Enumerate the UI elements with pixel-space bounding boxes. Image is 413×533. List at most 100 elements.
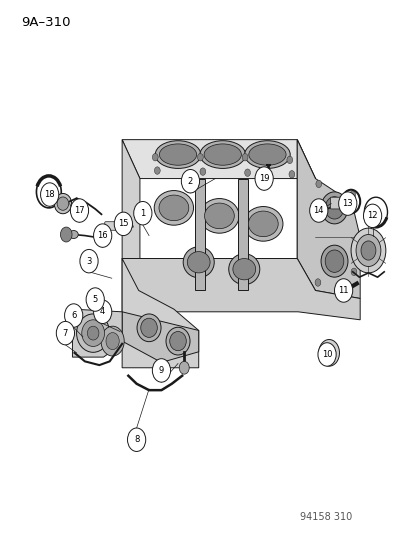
Circle shape <box>64 304 83 327</box>
FancyBboxPatch shape <box>330 197 346 209</box>
Circle shape <box>179 361 189 374</box>
Ellipse shape <box>248 211 278 237</box>
Circle shape <box>254 167 273 190</box>
Polygon shape <box>194 179 204 290</box>
Ellipse shape <box>140 318 157 337</box>
Circle shape <box>286 156 292 164</box>
Text: 11: 11 <box>337 286 348 295</box>
Text: 14: 14 <box>313 206 323 215</box>
Polygon shape <box>238 179 248 290</box>
Circle shape <box>197 154 203 161</box>
Circle shape <box>350 228 385 273</box>
Circle shape <box>86 288 104 311</box>
Circle shape <box>288 171 294 178</box>
Ellipse shape <box>320 192 347 224</box>
Text: 10: 10 <box>321 350 332 359</box>
Circle shape <box>199 168 205 175</box>
Polygon shape <box>122 140 315 179</box>
Text: 2: 2 <box>188 177 192 185</box>
Ellipse shape <box>199 199 239 233</box>
Ellipse shape <box>166 327 190 355</box>
Circle shape <box>127 428 145 451</box>
Ellipse shape <box>204 203 234 229</box>
Ellipse shape <box>248 144 285 165</box>
Circle shape <box>314 279 320 286</box>
Circle shape <box>101 326 124 356</box>
Circle shape <box>70 199 88 222</box>
Text: 7: 7 <box>63 329 68 337</box>
Polygon shape <box>122 259 198 368</box>
Text: 16: 16 <box>97 231 108 240</box>
Ellipse shape <box>228 254 259 285</box>
Text: 8: 8 <box>134 435 139 444</box>
Ellipse shape <box>325 250 343 272</box>
Ellipse shape <box>155 141 200 168</box>
Circle shape <box>114 212 132 236</box>
Circle shape <box>355 235 380 266</box>
Text: 3: 3 <box>86 257 91 265</box>
Ellipse shape <box>159 195 188 221</box>
Circle shape <box>334 279 352 302</box>
Circle shape <box>309 199 327 222</box>
Text: 9: 9 <box>159 366 164 375</box>
Circle shape <box>349 191 355 198</box>
Ellipse shape <box>169 332 186 351</box>
Circle shape <box>322 345 335 361</box>
Ellipse shape <box>244 141 290 168</box>
Ellipse shape <box>76 314 109 352</box>
Circle shape <box>60 227 72 242</box>
Ellipse shape <box>183 247 214 278</box>
Circle shape <box>318 340 339 366</box>
Text: 6: 6 <box>71 311 76 320</box>
Polygon shape <box>297 140 359 298</box>
Text: 18: 18 <box>44 190 55 199</box>
Text: 4: 4 <box>100 308 105 316</box>
Circle shape <box>360 241 375 260</box>
Ellipse shape <box>243 207 282 241</box>
Ellipse shape <box>266 178 270 182</box>
Polygon shape <box>122 259 359 320</box>
Circle shape <box>242 154 247 161</box>
Circle shape <box>154 167 160 174</box>
Ellipse shape <box>204 144 241 165</box>
Circle shape <box>317 343 335 366</box>
Polygon shape <box>122 140 140 290</box>
Ellipse shape <box>69 230 78 239</box>
Ellipse shape <box>159 144 196 165</box>
Ellipse shape <box>325 197 343 219</box>
FancyBboxPatch shape <box>104 222 129 230</box>
Text: 15: 15 <box>118 220 128 228</box>
Circle shape <box>350 268 356 276</box>
Circle shape <box>40 183 59 206</box>
Ellipse shape <box>154 191 193 225</box>
Circle shape <box>93 300 112 324</box>
Text: 5: 5 <box>93 295 97 304</box>
Ellipse shape <box>199 141 245 168</box>
Circle shape <box>152 359 170 382</box>
Circle shape <box>244 169 250 176</box>
Text: 17: 17 <box>74 206 85 215</box>
Circle shape <box>106 333 119 350</box>
Polygon shape <box>297 140 315 290</box>
Ellipse shape <box>54 193 71 214</box>
Circle shape <box>93 224 112 247</box>
Ellipse shape <box>187 252 209 273</box>
Text: 1: 1 <box>140 209 145 217</box>
Text: 94158 310: 94158 310 <box>299 512 351 522</box>
Circle shape <box>315 180 321 188</box>
Text: 19: 19 <box>258 174 269 183</box>
Ellipse shape <box>232 259 255 280</box>
Circle shape <box>133 201 152 225</box>
Text: 12: 12 <box>366 212 377 220</box>
Circle shape <box>80 249 98 273</box>
Circle shape <box>363 204 381 228</box>
Circle shape <box>181 169 199 193</box>
Ellipse shape <box>137 314 161 342</box>
Circle shape <box>338 192 356 215</box>
Circle shape <box>66 328 73 337</box>
Polygon shape <box>122 259 315 290</box>
Polygon shape <box>72 309 122 357</box>
Polygon shape <box>122 312 198 362</box>
Circle shape <box>152 154 158 161</box>
Text: 9A–310: 9A–310 <box>21 16 70 29</box>
